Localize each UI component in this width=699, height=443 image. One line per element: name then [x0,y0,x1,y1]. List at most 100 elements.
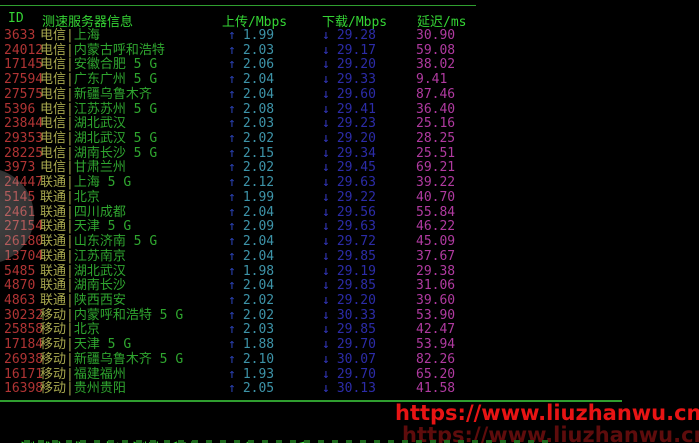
upload-value: 2.08 [242,101,275,117]
server-id: 2461 [4,205,35,221]
upload-cell: ↑ 1.88 [228,337,274,353]
carrier-separator: | [66,248,74,264]
download-arrow-icon: ↓ [322,72,330,88]
download-cell: ↓ 29.85 [322,278,376,294]
server-info: 电信|内蒙古呼和浩特 [40,42,165,59]
server-info: 移动|北京 [40,323,100,338]
download-arrow-icon: ↓ [322,322,330,338]
carrier-name: 电信 [40,28,67,43]
carrier-separator: | [66,351,74,367]
download-cell: ↓ 29.20 [322,293,376,309]
upload-arrow-icon: ↑ [228,175,236,191]
server-id: 27154 [4,220,43,235]
upload-arrow-icon: ↑ [228,307,236,323]
server-id: 29353 [4,131,44,147]
table-row: 5396 电信|江苏苏州 5 G ↑ 2.08 ↓ 29.41 36.40 [0,101,699,118]
upload-value: 2.06 [242,57,275,73]
latency-value: 28.25 [416,131,456,147]
upload-arrow-icon: ↑ [228,204,236,220]
server-info: 电信|湖南长沙 5 G [40,146,157,162]
carrier-name: 移动 [40,366,67,382]
carrier-name: 移动 [40,381,67,397]
table-row: 17184 移动|天津 5 G ↑ 1.88 ↓ 29.70 53.94 [0,337,699,353]
latency-value: 41.58 [416,381,456,397]
server-id: 16171 [4,366,44,382]
download-cell: ↓ 30.13 [322,381,376,397]
server-location: 安徽合肥 5 G [73,57,158,73]
download-cell: ↓ 29.28 [322,28,376,44]
carrier-name: 联通 [40,248,67,264]
server-id: 24447 [4,175,44,191]
table-row: 17145 电信|安徽合肥 5 G ↑ 2.06 ↓ 29.20 38.02 [0,58,699,73]
table-row: 16398 移动|贵州贵阳 ↑ 2.05 ↓ 30.13 41.58 [0,381,699,397]
upload-cell: ↑ 2.04 [228,234,274,250]
server-info: 电信|新疆乌鲁木齐 [40,86,152,103]
carrier-separator: | [66,42,74,58]
upload-cell: ↑ 2.04 [228,278,274,294]
server-location: 湖北武汉 [73,263,126,279]
column-header-upload: 上传/Mbps [222,15,288,30]
table-row: 5485 联通|湖北武汉 ↑ 1.98 ↓ 29.19 29.38 [0,263,699,280]
download-arrow-icon: ↓ [322,131,330,147]
upload-cell: ↑ 1.99 [228,28,274,44]
download-value: 29.72 [336,234,376,250]
carrier-name: 电信 [40,101,67,117]
server-location: 湖北武汉 5 G [73,131,158,147]
server-id: 26938 [4,351,44,367]
download-cell: ↓ 29.85 [322,249,376,265]
upload-value: 2.09 [242,219,275,235]
server-id: 5485 [4,263,36,279]
download-cell: ↓ 29.22 [322,189,376,206]
upload-value: 2.02 [242,131,275,147]
speedtest-results-list: 3633 电信|上海 ↑ 1.99 ↓ 29.28 30.90 24012 电信|内… [0,28,699,397]
upload-cell: ↑ 2.06 [228,58,274,73]
server-location: 天津 5 G [73,337,132,353]
table-row: 26180 联通|山东济南 5 G ↑ 2.04 ↓ 29.72 45.09 [0,234,699,250]
latency-value: 39.22 [416,175,456,191]
download-value: 29.63 [336,219,376,235]
upload-cell: ↑ 2.10 [228,352,274,368]
server-location: 湖北武汉 [73,116,126,132]
upload-cell: ↑ 2.02 [228,131,275,147]
carrier-name: 联通 [40,175,67,191]
latency-value: 36.40 [416,101,456,117]
upload-cell: ↑ 2.04 [228,248,275,265]
summary-block: 测试完成，本次测速耗时：10 分 31 秒 当前时间：2021-01-06 19… [20,404,314,443]
server-location: 上海 5 G [73,175,132,191]
table-row: 30232 移动|内蒙呼和浩特 5 G ↑ 2.02 ↓ 30.33 53.90 [0,307,699,324]
latency-value: 46.22 [416,219,456,235]
upload-value: 2.04 [242,72,275,88]
carrier-separator: | [66,160,74,176]
download-value: 29.70 [336,366,376,382]
server-location: 新疆乌鲁木齐 5 G [73,351,184,367]
upload-value: 2.02 [242,292,275,308]
carrier-separator: | [66,204,74,220]
server-location: 甘肃兰州 [73,160,126,176]
download-arrow-icon: ↓ [322,28,330,43]
upload-cell: ↑ 2.04 [228,204,274,221]
table-row: 2461 联通|四川成都 ↑ 2.04 ↓ 29.56 55.84 [0,204,699,221]
upload-value: 2.02 [242,160,275,176]
download-arrow-icon: ↓ [322,160,330,176]
download-arrow-icon: ↓ [322,189,330,205]
carrier-name: 移动 [40,337,67,353]
server-info: 联通|上海 5 G [40,175,132,191]
latency-value: 87.46 [416,86,456,102]
download-value: 29.70 [336,337,376,353]
server-location: 广东广州 5 G [73,72,158,88]
table-row: 5145 联通|北京 ↑ 1.99 ↓ 29.22 40.70 [0,189,699,206]
upload-arrow-icon: ↑ [228,72,236,88]
upload-cell: ↑ 2.02 [228,307,274,324]
upload-value: 2.04 [242,248,275,264]
carrier-separator: | [66,366,74,382]
carrier-separator: | [66,189,74,205]
download-value: 29.22 [336,189,376,205]
download-value: 29.34 [336,145,376,161]
latency-value: 53.94 [416,337,456,353]
server-location: 新疆乌鲁木齐 [73,86,152,102]
download-value: 29.56 [336,204,376,220]
server-id: 16398 [4,381,44,397]
download-value: 29.28 [336,28,376,43]
server-location: 内蒙呼和浩特 5 G [73,307,184,323]
server-location: 上海 [73,28,100,43]
